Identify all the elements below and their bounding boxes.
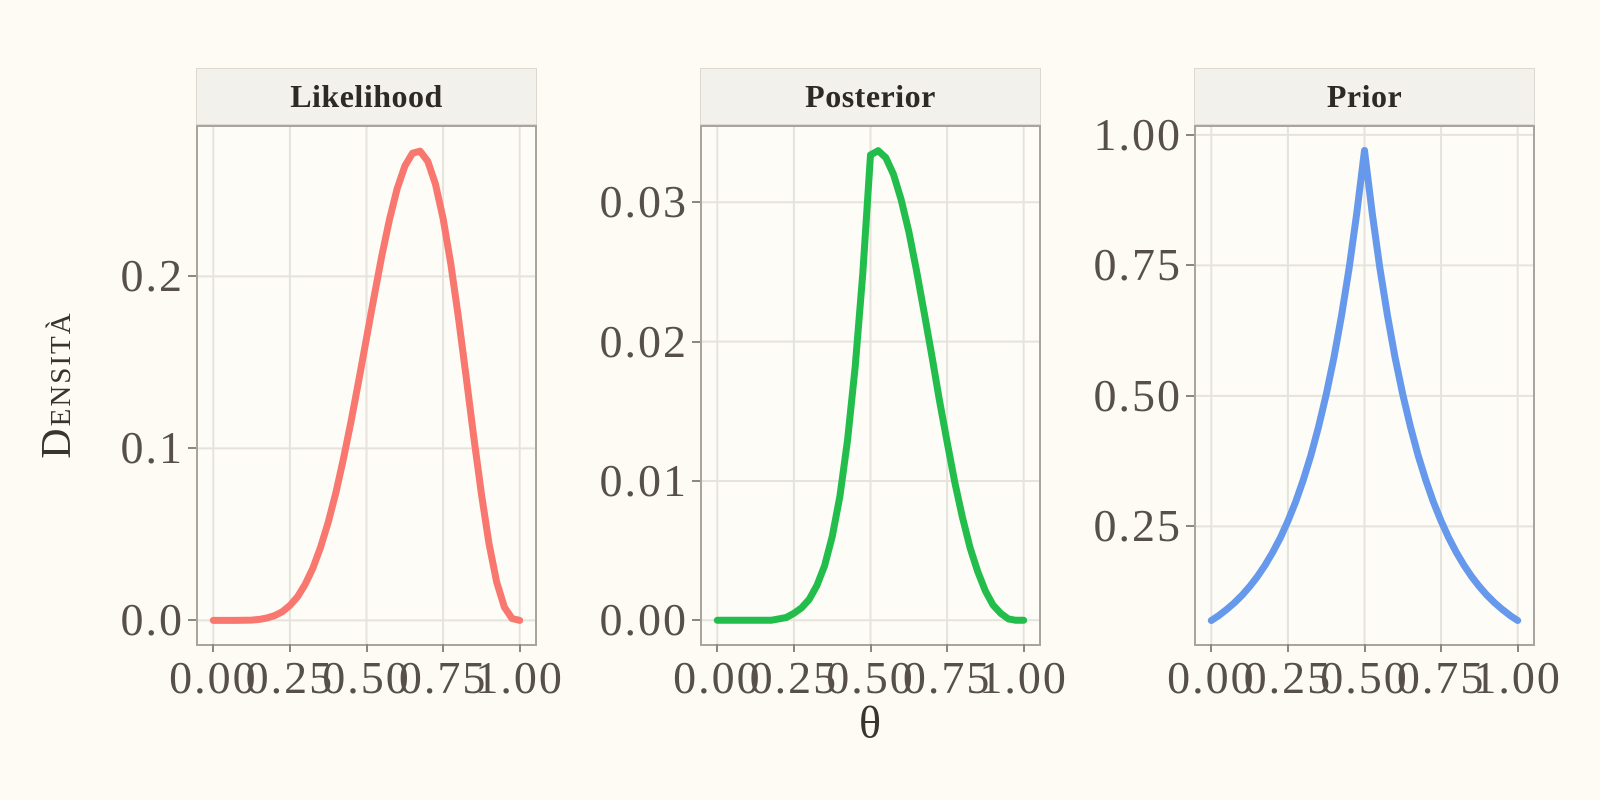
facet-title-likelihood: Likelihood — [290, 78, 443, 114]
x-tick-label: 0.00 — [1167, 652, 1256, 703]
posterior-curve-plot — [702, 127, 1039, 644]
x-tick-mark — [1286, 644, 1289, 652]
x-tick-label: 1.00 — [979, 652, 1068, 703]
x-tick-label: 0.50 — [826, 652, 915, 703]
facet-title-prior: Prior — [1326, 78, 1403, 114]
y-tick-label: 0.0 — [120, 594, 184, 646]
likelihood-curve — [209, 147, 524, 624]
x-tick-mark — [1210, 644, 1213, 652]
facet-strip-prior: Prior — [1194, 68, 1535, 125]
y-tick-label: 0.1 — [120, 422, 184, 474]
y-tick-mark — [692, 479, 700, 482]
x-tick-label: 0.25 — [749, 652, 839, 703]
x-tick-label: 0.75 — [398, 652, 488, 703]
y-tick-mark — [692, 201, 700, 204]
x-tick-mark — [442, 644, 445, 652]
y-tick-mark — [188, 619, 196, 622]
y-tick-mark — [1186, 133, 1194, 136]
y-tick-label: 0.02 — [599, 315, 688, 367]
y-tick-label: 0.2 — [120, 250, 184, 302]
panel-likelihood — [196, 125, 537, 646]
x-tick-mark — [1440, 644, 1443, 652]
x-tick-mark — [288, 644, 291, 652]
y-tick-mark — [692, 340, 700, 343]
x-tick-mark — [869, 644, 872, 652]
y-tick-label: 1.00 — [1093, 108, 1182, 160]
x-tick-mark — [716, 644, 719, 652]
y-tick-mark — [1186, 264, 1194, 267]
x-tick-mark — [946, 644, 949, 652]
y-tick-mark — [188, 447, 196, 450]
y-tick-label: 0.03 — [599, 176, 688, 228]
y-tick-mark — [692, 619, 700, 622]
y-tick-label: 0.00 — [599, 594, 688, 646]
x-tick-mark — [365, 644, 368, 652]
x-tick-label: 0.00 — [169, 652, 258, 703]
x-tick-label: 1.00 — [475, 652, 564, 703]
x-tick-label: 0.25 — [1243, 652, 1333, 703]
x-tick-mark — [518, 644, 521, 652]
y-tick-mark — [188, 275, 196, 278]
y-tick-label: 0.75 — [1093, 239, 1182, 291]
prior-curve — [1207, 147, 1522, 624]
y-tick-mark — [1186, 525, 1194, 528]
x-tick-label: 0.25 — [245, 652, 335, 703]
posterior-curve — [713, 147, 1028, 624]
panel-posterior — [700, 125, 1041, 646]
prior-curve-plot — [1196, 127, 1533, 644]
y-tick-label: 0.50 — [1093, 369, 1182, 421]
x-tick-label: 0.50 — [1320, 652, 1409, 703]
y-tick-label: 0.01 — [599, 454, 688, 506]
x-tick-label: 0.00 — [673, 652, 762, 703]
facet-strip-posterior: Posterior — [700, 68, 1041, 125]
panel-prior — [1194, 125, 1535, 646]
x-tick-mark — [1022, 644, 1025, 652]
x-tick-label: 0.75 — [902, 652, 992, 703]
x-tick-mark — [212, 644, 215, 652]
x-tick-label: 0.50 — [322, 652, 411, 703]
facet-title-posterior: Posterior — [805, 78, 936, 114]
x-axis-title: θ — [858, 696, 882, 748]
x-tick-mark — [1516, 644, 1519, 652]
facet-strip-likelihood: Likelihood — [196, 68, 537, 125]
x-tick-mark — [1363, 644, 1366, 652]
x-tick-label: 1.00 — [1473, 652, 1562, 703]
y-tick-label: 0.25 — [1093, 500, 1182, 552]
x-tick-mark — [792, 644, 795, 652]
likelihood-curve-plot — [198, 127, 535, 644]
x-tick-label: 0.75 — [1396, 652, 1486, 703]
y-tick-mark — [1186, 394, 1194, 397]
